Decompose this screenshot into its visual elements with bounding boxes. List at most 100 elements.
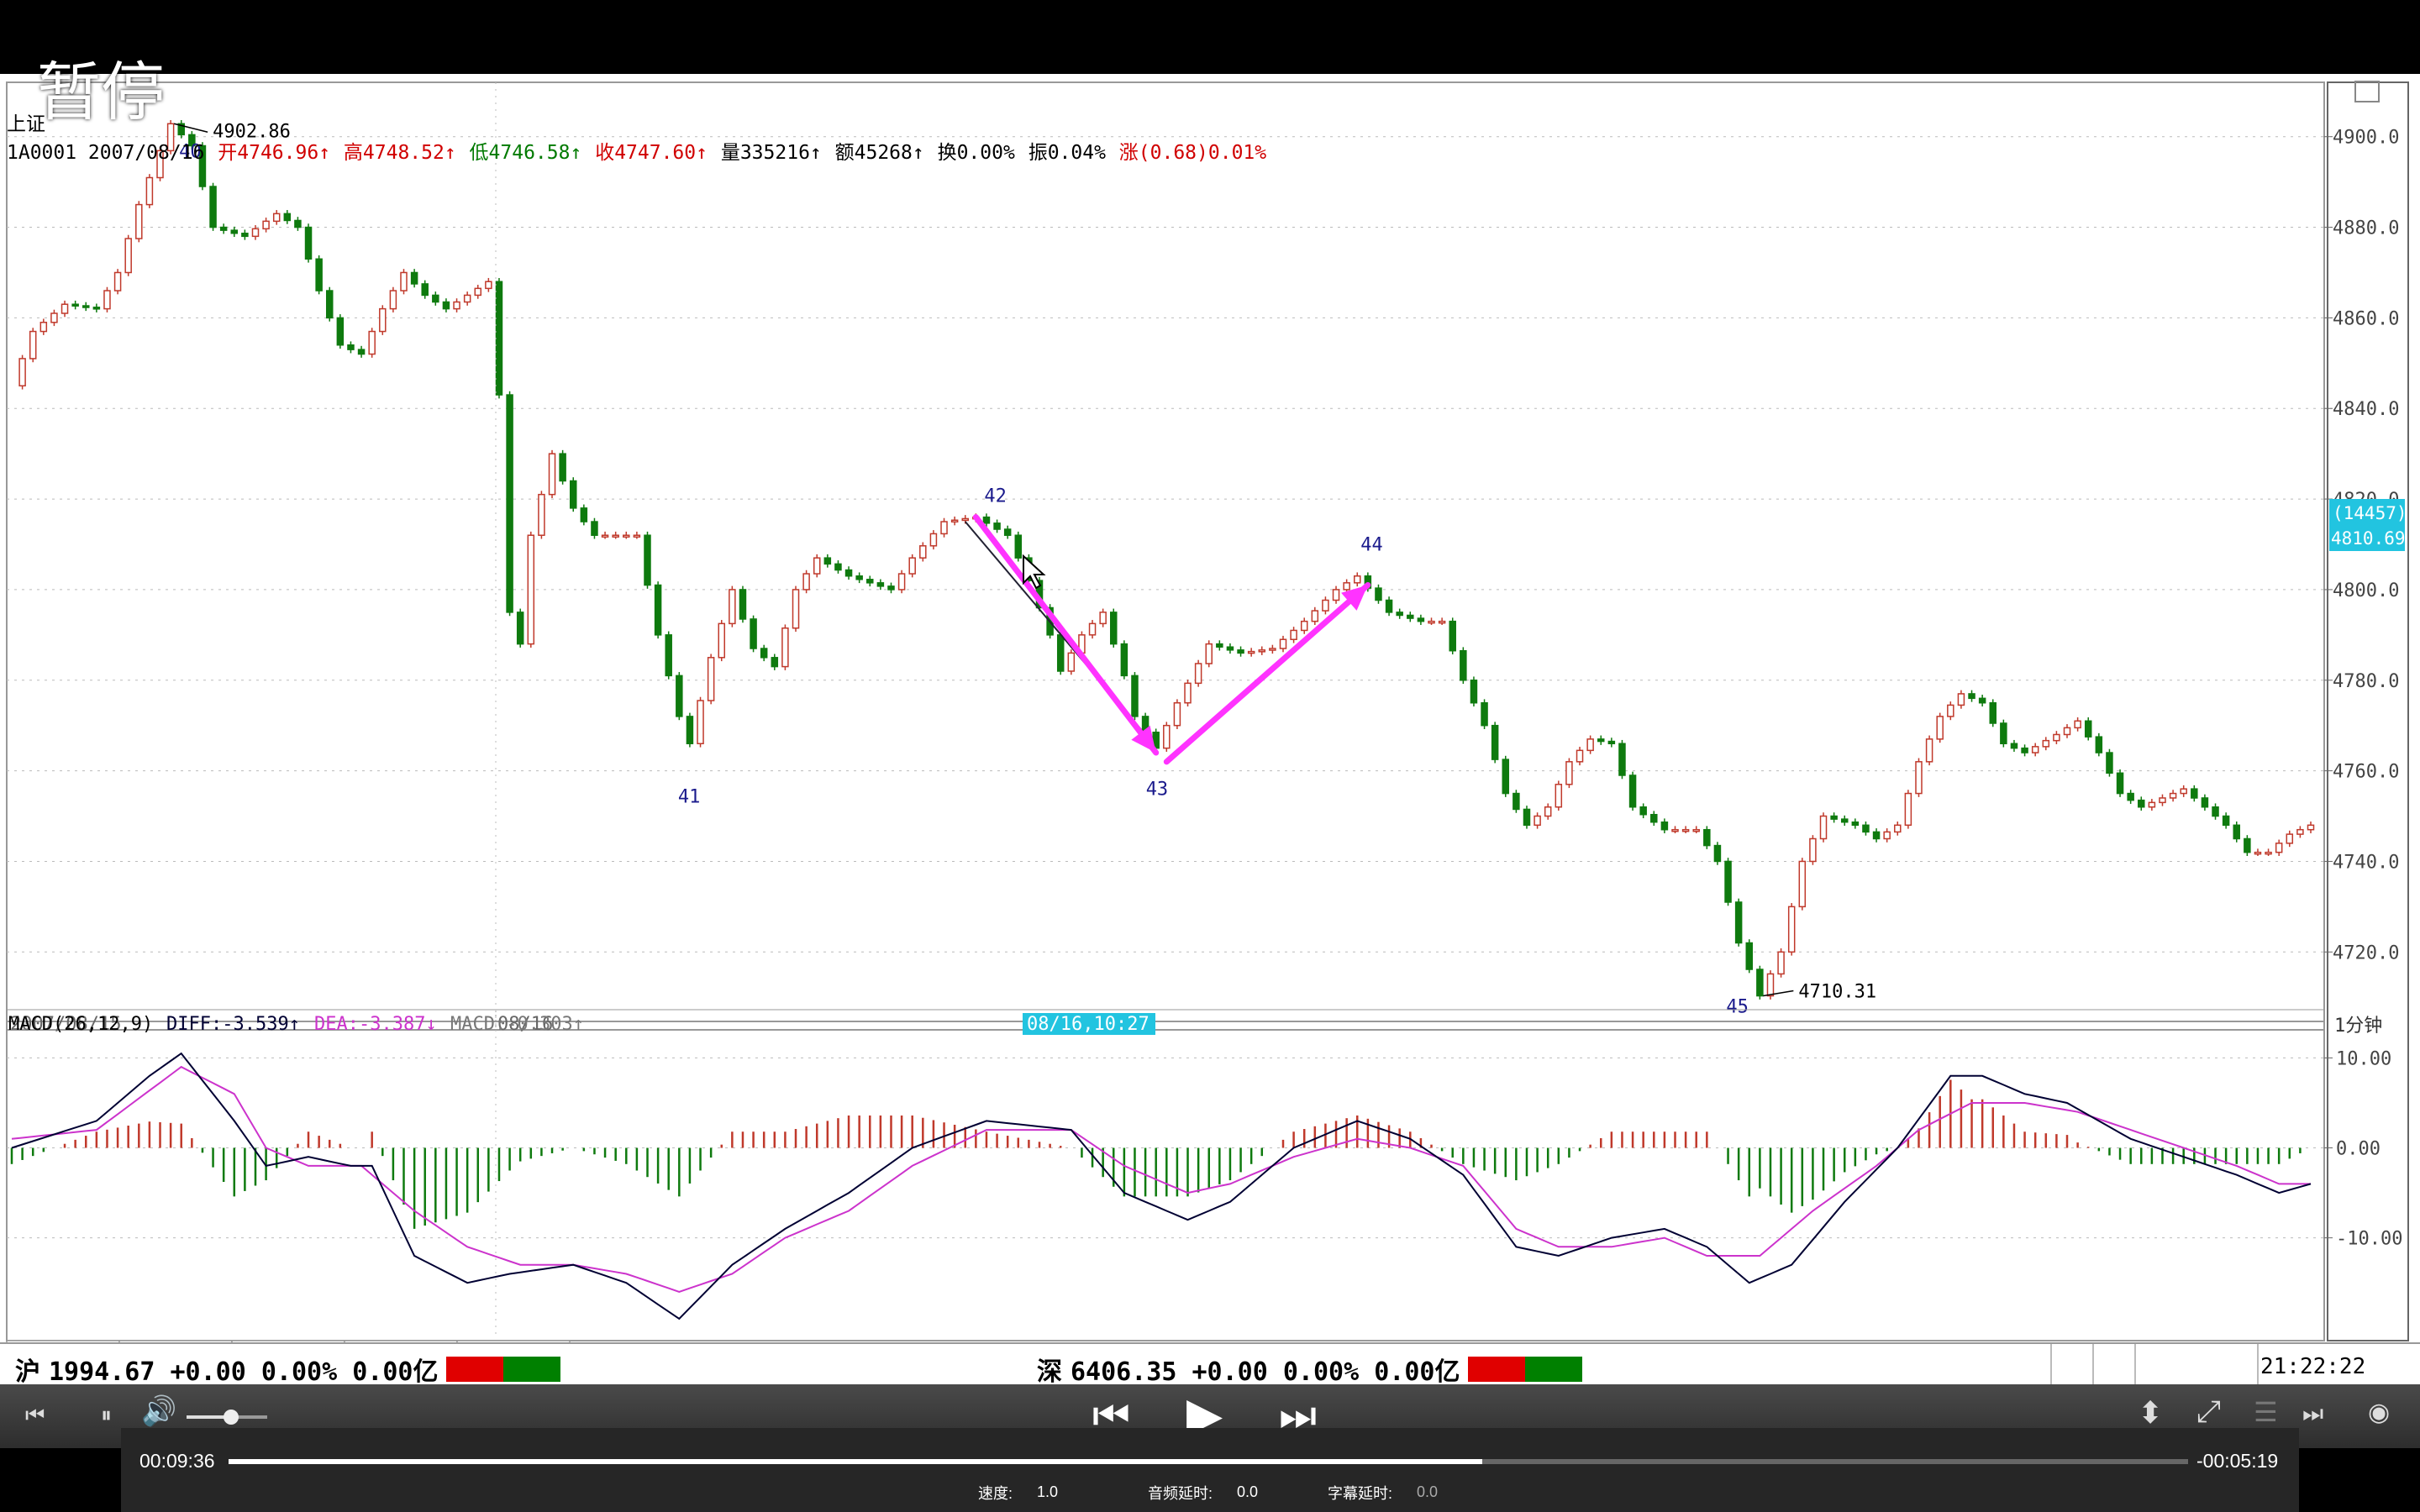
candle-body (2116, 772, 2124, 795)
candle-body (1936, 716, 1944, 740)
subtitle-delay-value[interactable]: 0.0 (1417, 1483, 1439, 1500)
fullscreen-icon[interactable]: ⤢ (2196, 1394, 2221, 1429)
candle-body (1989, 701, 1997, 724)
remaining-time: -00:05:19 (2196, 1450, 2279, 1472)
wave-label: 41 (678, 786, 701, 807)
candle-body (844, 569, 853, 577)
candle-body (145, 176, 154, 206)
price-tick-label: 4800.0 (2333, 580, 2399, 601)
chart-canvas: 4900.04880.04860.04840.04820.04800.04780… (6, 81, 2409, 1370)
candle-body (2296, 828, 2304, 835)
candle-body (2127, 792, 2134, 801)
candle-body (686, 716, 694, 745)
candle-body (304, 226, 313, 260)
candle-body (2138, 799, 2145, 808)
candle-body (1671, 828, 1679, 832)
candle-body (92, 307, 101, 310)
macd-dea-value: DEA:-3.387↓ (314, 1014, 437, 1035)
candle-body (2042, 739, 2050, 748)
candle-body (71, 303, 79, 307)
market-status-bar: 沪 1994.67 +0.00 0.00% 0.00亿 深 6406.35 +0… (0, 1342, 2420, 1387)
candle-body (2106, 752, 2113, 774)
volume-slider-knob[interactable] (223, 1410, 239, 1425)
speed-value[interactable]: 1.0 (1037, 1483, 1059, 1500)
macd-panel-frame (6, 1021, 2325, 1341)
sz-strength-bars (1468, 1357, 1583, 1382)
video-top-bar (0, 0, 2420, 74)
cursor-price-box (2329, 499, 2405, 551)
settings-icon[interactable]: ◉ (2368, 1398, 2391, 1427)
axis-frame (2327, 81, 2409, 1341)
wave-label: 43 (1146, 780, 1169, 801)
candle-body (432, 294, 439, 303)
candle-body (177, 123, 185, 136)
candle-body (1311, 610, 1319, 622)
skip-end-icon[interactable]: ⏭ (2302, 1399, 2324, 1427)
candle-body (1438, 620, 1446, 624)
open-value: 开4746.96↑ (218, 142, 331, 164)
candle-body (2148, 801, 2156, 808)
candle-body (2010, 743, 2018, 749)
candle-body (982, 516, 991, 524)
candle-body (1565, 761, 1573, 785)
candle-body (2169, 792, 2177, 799)
time-start-label: 2007/08/15 (10, 1014, 121, 1035)
sh-value: 1994.67 +0.00 0.00% 0.00亿 (49, 1357, 439, 1387)
candle-body (485, 281, 492, 290)
candle-body (1597, 738, 1605, 743)
mouse-cursor-icon (1023, 554, 1046, 590)
candle-body (2084, 720, 2092, 738)
candle-body (1628, 774, 1637, 808)
window-layout-button[interactable] (2354, 81, 2380, 102)
candle-body (1088, 622, 1097, 636)
candle-body (2063, 727, 2071, 736)
candle-body (1766, 973, 1775, 997)
price-panel-frame (6, 81, 2325, 1031)
candle-body (1512, 792, 1520, 811)
progress-bar[interactable] (229, 1459, 2188, 1464)
candle-body (2265, 851, 2272, 855)
wave-label: 40 (179, 141, 202, 162)
wave-arrow-line (1163, 582, 1371, 765)
candle-body (1872, 831, 1881, 840)
high-value: 高4748.52↑ (343, 142, 456, 164)
macd-diff-line (11, 1052, 2312, 1320)
amplitude-value: 振0.04% (1028, 142, 1106, 164)
small-pause-icon[interactable]: ⏸ (101, 1403, 113, 1428)
candle-body (1184, 682, 1192, 704)
candle-body (124, 238, 132, 274)
candle-body (2307, 824, 2315, 831)
candle-body (506, 394, 513, 613)
candle-body (1110, 612, 1118, 645)
sz-value: 6406.35 +0.00 0.00% 0.00亿 (1071, 1357, 1460, 1387)
candle-body (198, 144, 207, 187)
layout-toggle-icon[interactable]: ⬍ (2138, 1396, 2164, 1431)
high-annotation: 4902.86 (213, 121, 291, 142)
status-divider (2050, 1344, 2052, 1386)
subtitle-delay-label: 字幕延时: (1328, 1485, 1393, 1502)
candle-body (601, 534, 609, 538)
volume-value: 量335216↑ (720, 142, 822, 164)
candle-body (1258, 649, 1266, 653)
price-tick-label: 4900.0 (2333, 128, 2399, 149)
candle-body (1650, 813, 1658, 823)
candle-body (1915, 761, 1923, 795)
candle-body (591, 521, 598, 536)
candle-body (135, 203, 143, 239)
candle-body (410, 271, 418, 285)
audio-delay-value[interactable]: 0.0 (1237, 1483, 1259, 1500)
candle-body (251, 228, 260, 238)
candle-body (1692, 828, 1700, 832)
skip-start-icon[interactable]: ⏮ (25, 1403, 45, 1428)
candle-body (2286, 833, 2294, 844)
candle-body (823, 557, 832, 565)
playlist-icon[interactable]: ☰ (2254, 1396, 2278, 1428)
volume-icon[interactable]: 🔊 (141, 1394, 177, 1428)
candle-body (1904, 792, 1912, 827)
period-label: 1分钟 (2334, 1016, 2382, 1037)
price-tick-label: 4860.0 (2333, 308, 2399, 329)
candle-body (347, 344, 355, 350)
candle-body (1734, 901, 1743, 944)
candle-body (1216, 643, 1223, 648)
candle-body (400, 271, 408, 291)
